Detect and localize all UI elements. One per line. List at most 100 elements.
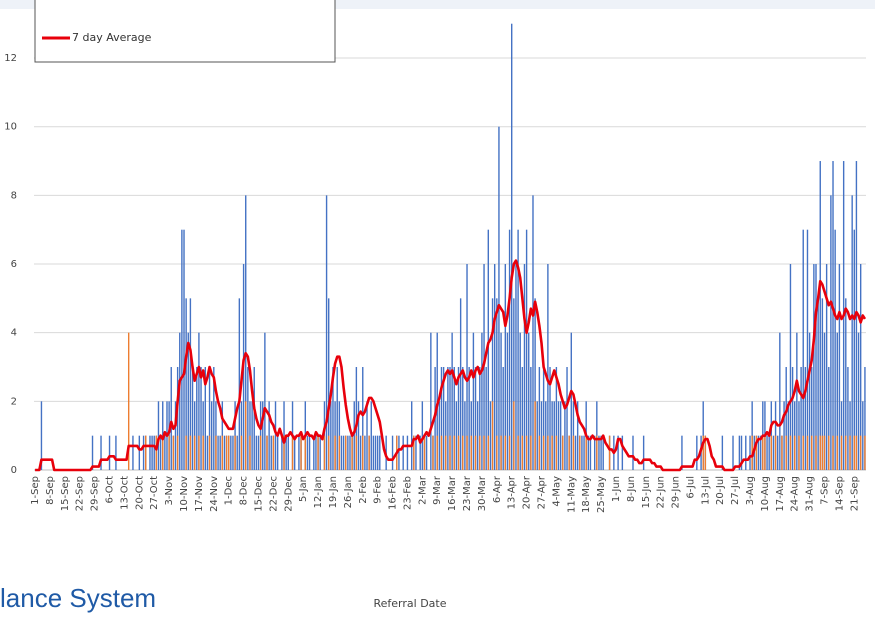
bar (168, 435, 170, 470)
bar (172, 435, 175, 470)
x-tick-label: 11-May (566, 476, 577, 513)
bar (596, 401, 598, 470)
x-tick-label: 31-Aug (805, 476, 816, 512)
bar (215, 401, 217, 470)
bar (596, 435, 598, 470)
bar (853, 435, 855, 470)
x-tick-label: 29-Dec (283, 476, 294, 512)
bar (332, 367, 334, 470)
bar (293, 435, 296, 470)
bar (840, 435, 843, 470)
bar (776, 435, 779, 470)
bar (572, 435, 575, 470)
bar (804, 367, 807, 470)
bar (379, 435, 381, 470)
bar (338, 435, 341, 470)
bar (328, 298, 330, 470)
bar (681, 435, 683, 470)
bar (234, 401, 236, 470)
bar (536, 401, 538, 470)
bar (406, 435, 409, 470)
bar (766, 435, 768, 470)
bar (236, 435, 238, 470)
bar (815, 264, 817, 470)
bar (787, 401, 790, 470)
bar (583, 435, 585, 470)
bar (168, 401, 170, 470)
bar (823, 332, 826, 470)
bar (483, 435, 485, 470)
bar (521, 367, 524, 470)
bar (362, 435, 364, 470)
bar (228, 435, 230, 470)
bar (572, 401, 575, 470)
bar (811, 367, 813, 470)
bar (174, 401, 177, 470)
bar (149, 435, 151, 470)
bar (225, 435, 228, 470)
x-tick-label: 2-Mar (417, 475, 428, 505)
bar (187, 332, 189, 470)
x-tick-label: 27-Jul (730, 476, 741, 505)
bar (798, 435, 800, 470)
bar (189, 435, 192, 470)
bar (347, 435, 349, 470)
bar (374, 435, 377, 470)
bar (457, 367, 460, 470)
bar (538, 367, 541, 470)
bar (270, 435, 272, 470)
bar (438, 401, 441, 470)
bar (864, 435, 866, 470)
bar (323, 401, 326, 470)
legend-label: 7 day Average (72, 31, 152, 44)
bar (108, 435, 111, 470)
bar (202, 435, 204, 470)
bar (328, 435, 330, 470)
bar (491, 298, 494, 470)
bar (291, 435, 294, 470)
bar (621, 435, 624, 470)
x-tick-label: 24-Nov (209, 476, 220, 512)
bar (440, 435, 443, 470)
bar (283, 435, 285, 470)
x-tick-label: 23-Feb (402, 476, 413, 510)
x-tick-label: 6-Jul (685, 476, 696, 499)
bar (200, 367, 202, 470)
bar (268, 401, 270, 470)
bar (821, 435, 824, 470)
bar (323, 435, 326, 470)
bar (757, 435, 760, 470)
bar (127, 332, 130, 470)
x-tick-label: 19-Jan (328, 476, 339, 508)
bar (832, 435, 834, 470)
x-tick-label: 29-Jun (671, 476, 682, 509)
bar (247, 367, 249, 470)
bar (415, 435, 417, 470)
bar (568, 435, 570, 470)
bar (517, 229, 519, 470)
x-tick-label: 5-Jan (298, 476, 309, 502)
bar (789, 264, 792, 470)
bar (496, 298, 498, 470)
bar (334, 401, 336, 470)
x-tick-label: 1-Sep (30, 476, 41, 505)
bar (468, 367, 470, 470)
bar (330, 401, 332, 470)
bar (508, 435, 511, 470)
bar (493, 264, 496, 470)
bar (349, 435, 351, 470)
bar (570, 332, 572, 470)
bar (259, 435, 262, 470)
bar (847, 367, 849, 470)
bar (491, 401, 494, 470)
x-tick-label: 8-Jun (626, 476, 637, 502)
bar (217, 435, 219, 470)
bar (585, 435, 587, 470)
bar (451, 332, 453, 470)
bar (794, 401, 796, 470)
x-tick-label: 9-Feb (373, 476, 384, 504)
x-tick-label: 17-Aug (775, 476, 786, 512)
bar (500, 435, 502, 470)
bar (555, 367, 558, 470)
